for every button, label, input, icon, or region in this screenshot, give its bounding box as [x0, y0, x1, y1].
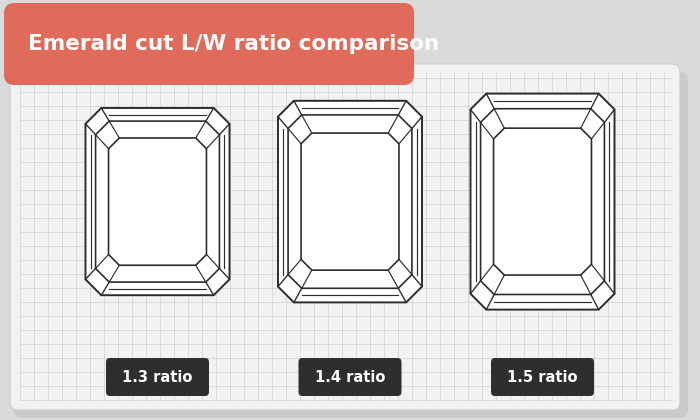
Text: 1.5 ratio: 1.5 ratio [508, 370, 578, 384]
Polygon shape [278, 101, 422, 302]
FancyBboxPatch shape [106, 358, 209, 396]
Text: Emerald cut L/W ratio comparison: Emerald cut L/W ratio comparison [28, 34, 439, 54]
Text: 1.4 ratio: 1.4 ratio [315, 370, 385, 384]
FancyBboxPatch shape [298, 358, 402, 396]
Polygon shape [470, 94, 615, 310]
FancyBboxPatch shape [14, 72, 688, 418]
Text: 1.3 ratio: 1.3 ratio [122, 370, 192, 384]
FancyBboxPatch shape [10, 64, 680, 410]
Polygon shape [85, 108, 230, 295]
FancyBboxPatch shape [491, 358, 594, 396]
FancyBboxPatch shape [4, 3, 414, 85]
